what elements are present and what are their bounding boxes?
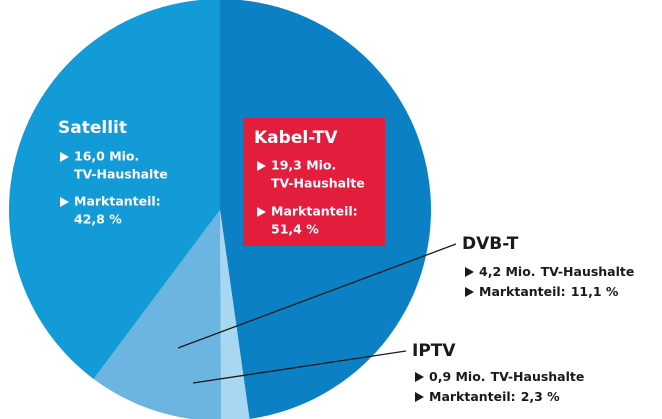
label-text: 19,3 Mio. (271, 158, 336, 173)
bullet-arrow (257, 161, 266, 171)
leader-line (192, 350, 407, 384)
label-text: 42,8 % (74, 212, 122, 227)
label-text: 0,9 Mio. TV-Haushalte (429, 369, 584, 384)
pie-slice (220, 210, 250, 419)
label-text: Marktanteil: (74, 194, 161, 209)
label-text: 0,9 Mio. (429, 369, 486, 384)
bullet-arrow (257, 207, 266, 217)
label-text: 16,0 Mio. (74, 149, 139, 164)
label-text: 4,2 Mio. (479, 264, 536, 279)
label-text: 2,3 % (521, 389, 560, 404)
label-text: TV-Haushalte (491, 369, 585, 384)
label-text: TV-Haushalte (74, 167, 168, 182)
label-text: Marktanteil: (479, 284, 566, 299)
label-text: DVB-T (462, 234, 519, 254)
label-text: TV-Haushalte (541, 264, 635, 279)
pie-slice (93, 210, 222, 419)
label-text: Kabel-TV (254, 128, 338, 148)
label-text: 4,2 Mio. TV-Haushalte (479, 264, 634, 279)
bullet-arrow (465, 267, 474, 277)
bullet-arrow (415, 392, 424, 402)
label-box (243, 118, 385, 246)
label-text: Marktanteil: 11,1 % (479, 284, 619, 299)
leader-line (177, 243, 457, 349)
label-text: Marktanteil: 2,3 % (429, 389, 560, 404)
label-text: Marktanteil: (429, 389, 516, 404)
label-text: TV-Haushalte (271, 176, 365, 191)
label-text: 11,1 % (571, 284, 619, 299)
label-text: 51,4 % (271, 222, 319, 237)
label-text: IPTV (412, 341, 456, 361)
pie-slice (9, 0, 220, 379)
label-text: Marktanteil: (271, 204, 358, 219)
bullet-arrow (415, 372, 424, 382)
bullet-arrow (60, 197, 69, 207)
label-text: Satellit (58, 118, 127, 138)
bullet-arrow (60, 152, 69, 162)
bullet-arrow (465, 287, 474, 297)
